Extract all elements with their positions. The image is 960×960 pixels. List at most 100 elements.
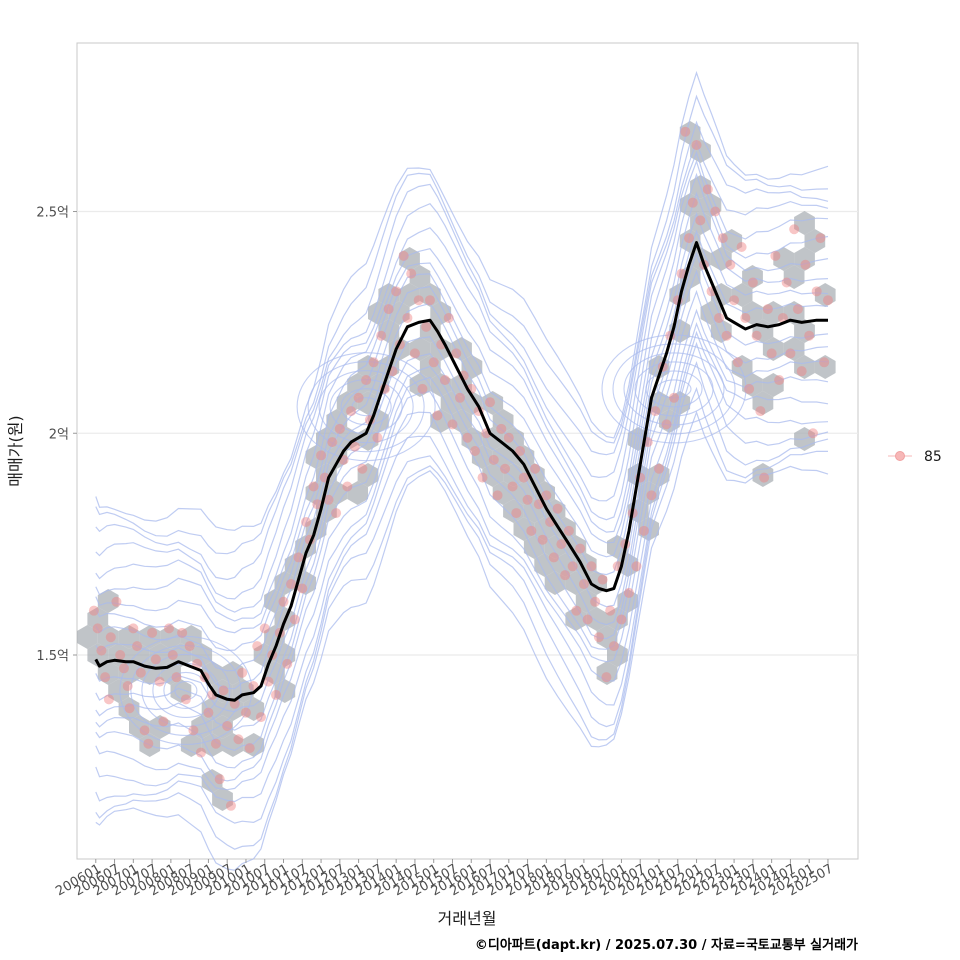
density-contour-ring (601, 334, 747, 444)
transaction-point (124, 703, 135, 714)
density-contour (95, 150, 829, 613)
hexbin-cell (357, 391, 379, 415)
transaction-point (507, 481, 518, 492)
hexbin-cell (430, 337, 452, 361)
transaction-point (762, 304, 773, 315)
transaction-point (252, 641, 263, 652)
transaction-point (432, 410, 443, 421)
transaction-point (518, 472, 529, 483)
legend-marker (895, 451, 905, 461)
transaction-point (428, 357, 439, 368)
hexbin-cell (710, 283, 732, 307)
transaction-point (710, 206, 721, 217)
transaction-point (526, 525, 537, 536)
density-contour (95, 139, 829, 600)
density-contour (95, 191, 829, 652)
transaction-point (590, 596, 601, 607)
transaction-point (289, 614, 300, 625)
transaction-point (605, 605, 616, 616)
legend-label: 85 (924, 449, 942, 465)
transaction-point (447, 419, 458, 430)
transaction-point (571, 605, 582, 616)
transaction-point (233, 734, 244, 745)
hexbin-cell (212, 715, 233, 739)
transaction-point (240, 707, 251, 718)
hexbin-cell (430, 373, 452, 397)
transaction-point (255, 712, 266, 723)
hexbin-cell (451, 373, 472, 397)
transaction-point (560, 570, 571, 581)
hexbin-cell (586, 607, 607, 631)
transaction-point (192, 658, 203, 669)
transaction-point (361, 375, 372, 386)
hexbin-cell (742, 265, 763, 289)
transaction-point (154, 676, 165, 687)
transaction-point (100, 672, 111, 683)
density-contour (95, 289, 829, 752)
transaction-point (575, 543, 586, 554)
hexbin-cell (596, 661, 618, 685)
transaction-point (282, 658, 293, 669)
hexbin-cell (170, 679, 192, 703)
hexbin-cell (762, 337, 784, 361)
density-contour (95, 229, 829, 690)
transaction-point (357, 463, 368, 474)
transaction-point (218, 685, 229, 696)
transaction-point (740, 312, 751, 323)
transaction-point (515, 446, 526, 456)
hexbin-cell (762, 301, 784, 325)
transaction-point (653, 463, 664, 474)
transaction-point (747, 277, 758, 288)
hexbin-cell (773, 247, 795, 271)
transaction-point (451, 348, 462, 359)
transaction-point (111, 596, 122, 607)
transaction-point (792, 304, 803, 315)
hexbin-cell (149, 715, 171, 739)
transaction-point (669, 392, 680, 403)
hexbin-cell (534, 553, 555, 577)
transaction-point (163, 623, 174, 634)
y-tick-label: 1.5억 (36, 649, 69, 664)
hexbin-cell (607, 607, 628, 631)
hexbin-cell (87, 607, 109, 631)
transaction-point (676, 268, 687, 279)
transaction-point (717, 233, 728, 244)
transaction-point (646, 490, 657, 501)
transaction-point (567, 561, 578, 572)
transaction-point (342, 481, 353, 492)
density-contour-ring (119, 635, 253, 746)
transaction-point (413, 295, 424, 306)
hexbin-cell (794, 211, 815, 235)
transaction-point (203, 707, 214, 718)
transaction-point (237, 667, 248, 678)
transaction-point (222, 720, 233, 731)
transaction-point (492, 490, 503, 501)
density-contour-layer (95, 70, 829, 871)
hexbin-cell (368, 373, 389, 397)
transaction-point (297, 583, 308, 594)
transaction-point (368, 357, 379, 368)
transaction-point (631, 561, 642, 572)
density-contour-ring (318, 370, 414, 444)
transaction-point (684, 233, 695, 244)
hexbin-cell (430, 301, 452, 325)
transaction-point (188, 725, 199, 736)
transaction-point (661, 419, 672, 430)
density-contour-ring (656, 379, 692, 399)
y-tick-label: 2억 (49, 427, 69, 442)
hexbin-cell (503, 499, 524, 523)
transaction-point (271, 689, 282, 700)
hexbin-cell (378, 319, 400, 343)
hexbin-cell (544, 535, 566, 559)
transaction-point (804, 330, 815, 341)
transaction-point (650, 406, 661, 417)
hexbin-cell (461, 391, 483, 415)
hexbin-cell (762, 373, 784, 397)
transaction-point (530, 463, 541, 474)
caption: ©디아파트(dapt.kr) / 2025.07.30 / 자료=국토교통부 실… (474, 938, 858, 953)
hexbin-cell (160, 625, 181, 649)
transaction-point (582, 614, 593, 625)
transaction-point (537, 534, 548, 545)
density-contour-ring (340, 388, 392, 426)
transaction-point (777, 312, 788, 323)
